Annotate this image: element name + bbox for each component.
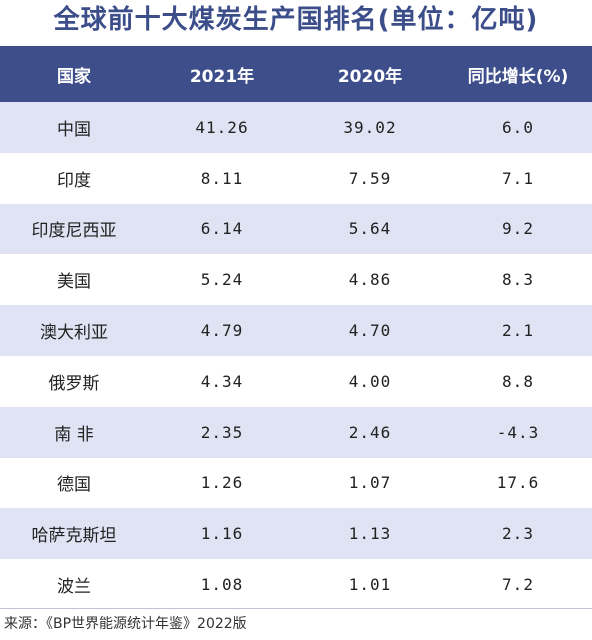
cell-country: 德国 [57, 475, 91, 496]
cell-2020: 2.46 [348, 422, 392, 442]
cell-country: 波兰 [57, 577, 91, 598]
table-row: 印度尼西亚 6.14 5.64 9.2 [0, 203, 592, 255]
cell-growth: 2.1 [502, 321, 534, 341]
cell-growth: -4.3 [496, 422, 540, 442]
cell-2020: 5.64 [348, 219, 392, 239]
cell-growth: 7.1 [502, 168, 534, 188]
cell-2020: 1.13 [348, 524, 392, 544]
cell-country: 印度尼西亚 [31, 221, 117, 242]
cell-2021: 1.26 [200, 473, 244, 493]
data-table: 国家 2021年 2020年 同比增长(%) 中国 41.26 39.02 6.0 印度… [0, 46, 592, 610]
cell-growth: 8.8 [502, 371, 534, 391]
cell-growth: 6.0 [502, 117, 534, 137]
table-row: 哈萨克斯坦 1.16 1.13 2.3 [0, 508, 592, 560]
cell-country: 澳大利亚 [40, 323, 108, 344]
cell-country: 印度 [57, 170, 91, 191]
cell-2020: 7.59 [348, 168, 392, 188]
cell-2021: 4.34 [200, 371, 244, 391]
cell-2020: 4.86 [348, 270, 392, 290]
cell-country: 美国 [57, 272, 91, 293]
cell-growth: 17.6 [496, 473, 540, 493]
cell-growth: 8.3 [502, 270, 534, 290]
cell-2021: 4.79 [200, 321, 244, 341]
cell-2021: 1.16 [200, 524, 244, 544]
cell-2020: 1.07 [348, 473, 392, 493]
cell-2020: 39.02 [343, 117, 397, 137]
cell-2021: 5.24 [200, 270, 244, 290]
table-row: 印度 8.11 7.59 7.1 [0, 152, 592, 204]
table-row: 美国 5.24 4.86 8.3 [0, 254, 592, 306]
cell-growth: 2.3 [502, 524, 534, 544]
cell-country: 哈萨克斯坦 [31, 526, 117, 547]
table-row: 俄罗斯 4.34 4.00 8.8 [0, 355, 592, 407]
table-row: 中国 41.26 39.02 6.0 [0, 102, 592, 153]
cell-2020: 4.00 [348, 371, 392, 391]
cell-2020: 1.01 [348, 575, 392, 595]
page-title: 全球前十大煤炭生产国排名(单位：亿吨) [53, 5, 539, 35]
cell-growth: 9.2 [502, 219, 534, 239]
cell-2021: 41.26 [195, 117, 249, 137]
header-country: 国家 [57, 66, 91, 87]
table-row: 波兰 1.08 1.01 7.2 [0, 559, 592, 610]
table-row: 澳大利亚 4.79 4.70 2.1 [0, 305, 592, 356]
cell-2021: 2.35 [200, 422, 244, 442]
cell-2020: 4.70 [348, 321, 392, 341]
cell-country: 南 非 [54, 424, 94, 445]
table-header: 国家 2021年 2020年 同比增长(%) [0, 46, 592, 102]
cell-2021: 1.08 [200, 575, 244, 595]
cell-growth: 7.2 [502, 575, 534, 595]
header-growth: 同比增长(%) [467, 66, 569, 87]
table-row: 南 非 2.35 2.46 -4.3 [0, 406, 592, 458]
table-row: 德国 1.26 1.07 17.6 [0, 457, 592, 509]
source-note: 来源：《BP世界能源统计年鉴》2022版 [0, 608, 592, 640]
header-2021: 2021年 [189, 66, 255, 87]
cell-2021: 6.14 [200, 219, 244, 239]
header-2020: 2020年 [337, 66, 403, 87]
cell-2021: 8.11 [200, 168, 244, 188]
cell-country: 俄罗斯 [48, 373, 100, 394]
cell-country: 中国 [57, 119, 91, 140]
table-body: 中国 41.26 39.02 6.0 印度 8.11 7.59 7.1 印度尼西亚 6.14 5.6… [0, 102, 592, 610]
